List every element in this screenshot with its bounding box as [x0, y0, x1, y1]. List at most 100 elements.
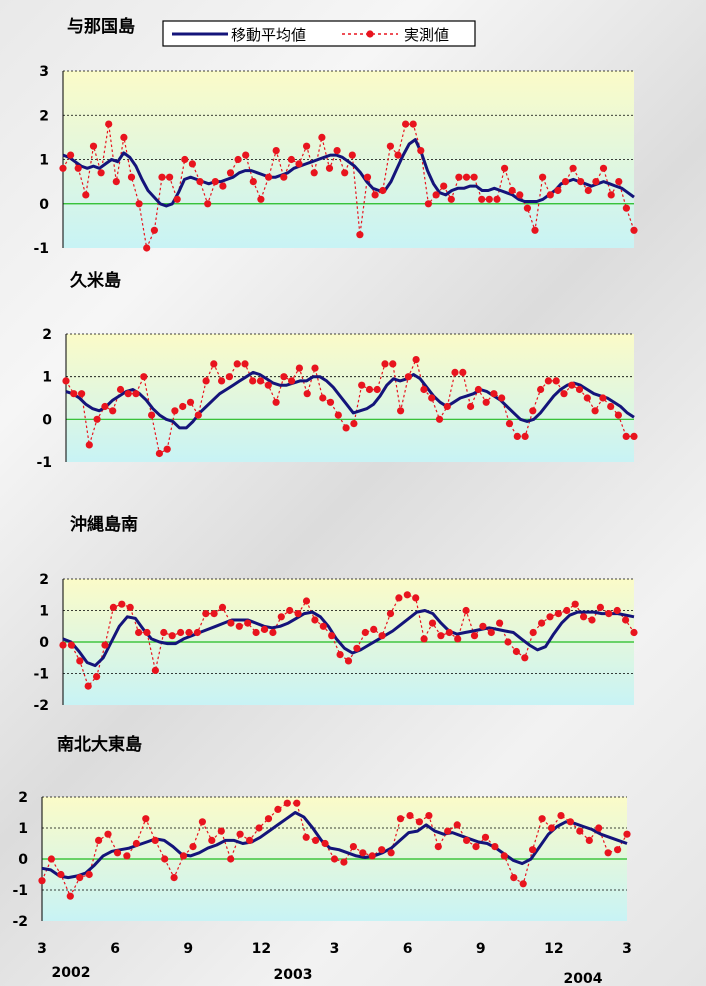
measured-point [474, 385, 482, 394]
measured-point [529, 628, 537, 637]
moving-average-series-line [65, 370, 635, 430]
measured-point [508, 186, 516, 195]
measured-point [459, 368, 467, 376]
measured-point [491, 843, 499, 851]
measured-series-line [65, 357, 634, 455]
measured-point [287, 155, 295, 164]
measured-point [151, 666, 159, 675]
measured-point [255, 824, 263, 832]
measured-point [244, 619, 252, 627]
measured-point [585, 836, 593, 845]
measured-point [505, 420, 514, 428]
measured-point [373, 385, 381, 394]
measured-point [420, 635, 428, 643]
measured-point [249, 178, 257, 186]
x-tick-label: 9 [476, 941, 486, 957]
measured-point [580, 613, 588, 621]
measured-point [311, 616, 319, 624]
measured-point [479, 622, 487, 630]
measured-point [280, 373, 288, 381]
measured-point [546, 613, 554, 621]
measured-point [577, 178, 585, 186]
x-tick-label: 9 [183, 941, 193, 957]
measured-point [186, 398, 195, 406]
measured-point [544, 377, 553, 385]
measured-point [513, 432, 521, 440]
measured-point [225, 373, 233, 381]
measured-point [93, 673, 101, 681]
measured-point [211, 178, 219, 186]
measured-point [67, 641, 75, 649]
chart-title: 久米島 [70, 270, 121, 291]
y-tick-label: -1 [33, 667, 49, 683]
measured-point [242, 151, 250, 159]
measured-point [158, 173, 166, 181]
y-tick-label: 1 [18, 821, 28, 837]
measured-point [485, 195, 493, 203]
measured-point [412, 594, 420, 602]
measured-point [563, 606, 571, 615]
measured-point [171, 407, 179, 415]
measured-point [109, 407, 117, 415]
measured-point [76, 874, 84, 882]
measured-point [288, 377, 296, 385]
legend-measured-marker [366, 30, 374, 38]
measured-point [538, 815, 546, 823]
measured-point [241, 360, 249, 368]
measured-point [97, 169, 105, 177]
measured-point [148, 411, 156, 419]
measured-point [295, 160, 303, 168]
measured-point [85, 870, 93, 879]
measured-point [595, 824, 603, 832]
x-tick-label: 12 [544, 941, 563, 957]
measured-point [179, 852, 188, 860]
measured-point [394, 151, 402, 159]
chart-title: 与那国島 [67, 16, 135, 37]
measured-point [151, 836, 159, 845]
measured-point [500, 852, 508, 860]
measured-point [132, 839, 140, 848]
measured-point [202, 377, 210, 385]
y-tick-label: 0 [18, 852, 28, 868]
measured-point [93, 415, 101, 423]
measured-point [521, 654, 529, 662]
measured-point [330, 855, 339, 863]
measured-point [529, 407, 537, 415]
measured-point [552, 377, 560, 385]
measured-point [404, 373, 412, 381]
year-label: 2002 [52, 965, 91, 981]
measured-point [328, 632, 336, 640]
measured-point [302, 833, 310, 841]
measured-point [142, 815, 150, 823]
measured-point [417, 147, 425, 155]
measured-point [455, 173, 463, 181]
x-tick-label: 3 [330, 941, 340, 957]
measured-point [622, 616, 630, 624]
measured-point [378, 846, 386, 854]
measured-point [204, 200, 212, 208]
measured-point [334, 411, 342, 419]
y-tick-label: 0 [39, 635, 49, 651]
measured-point [336, 651, 344, 659]
measured-point [592, 178, 600, 186]
measured-point [630, 628, 638, 637]
measured-point [428, 394, 436, 402]
measured-point [546, 191, 554, 199]
measured-point [368, 852, 376, 860]
measured-point [371, 191, 379, 199]
measured-point [260, 625, 269, 634]
measured-point [583, 394, 591, 402]
measured-point [319, 622, 327, 630]
measured-point [424, 200, 432, 208]
y-tick-label: 2 [39, 108, 49, 124]
measured-point [584, 186, 592, 195]
x-axis: 3 6 9 12 3 6 9 12 3 2002 2003 2004 [37, 941, 632, 986]
measured-point [218, 603, 227, 612]
measured-point [326, 398, 335, 406]
measured-point [310, 169, 318, 177]
y-tick-label: 2 [42, 327, 52, 343]
measured-point [233, 360, 241, 368]
measured-point [105, 120, 113, 128]
measured-point [537, 385, 545, 394]
